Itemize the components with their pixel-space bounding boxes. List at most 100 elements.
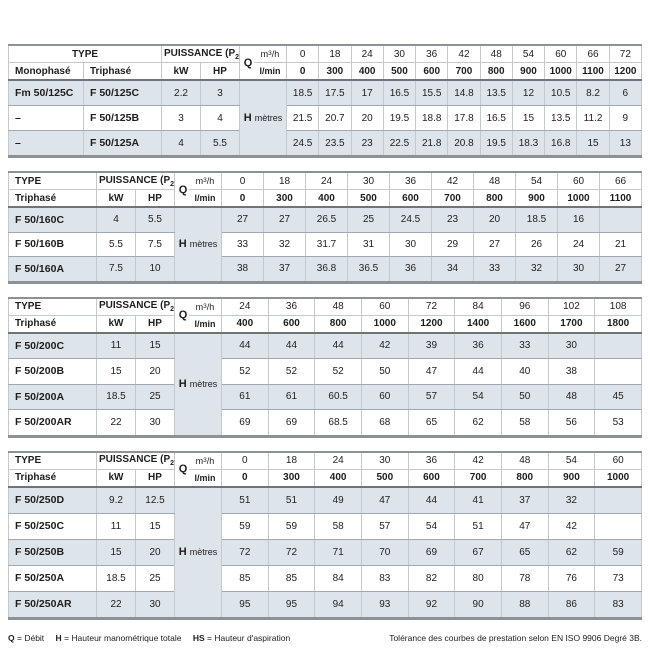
head-value-cell: 44 xyxy=(407,486,456,514)
head-value-cell: 41 xyxy=(454,486,502,514)
head-value-cell: 60.5 xyxy=(314,383,362,410)
head-value-cell: 13 xyxy=(608,130,643,157)
head-value-cell: 36.8 xyxy=(305,256,348,283)
flow-m3h-value: 36 xyxy=(389,171,432,190)
head-value-cell: 38 xyxy=(221,256,264,283)
head-value-cell: 94 xyxy=(314,590,362,619)
head-value-cell: 37 xyxy=(500,486,549,514)
head-value-cell: 20 xyxy=(473,206,516,233)
pump-model-cell: F 50/250C xyxy=(8,512,97,540)
flow-lmin-value: 800 xyxy=(473,189,516,208)
head-value-cell: 95 xyxy=(267,590,316,619)
flow-m3h-value: 0 xyxy=(221,451,269,470)
flow-m3h-value: 72 xyxy=(407,297,456,316)
h-symbol: H xyxy=(243,112,252,124)
hp-value: 25 xyxy=(135,383,175,410)
flow-lmin-value: 400 xyxy=(350,62,384,81)
head-value-cell: 10.5 xyxy=(544,79,578,106)
head-value-cell: 68.5 xyxy=(314,409,362,437)
flow-m3h-value: 36 xyxy=(407,451,456,470)
pump-row: F 50/160B 5.5 7.5 33 32 31.7 31 30 29 27 26 24 21 xyxy=(8,231,642,257)
flow-lmin-value: 900 xyxy=(511,62,546,81)
kw-value: 4 xyxy=(161,130,201,157)
head-value-cell: 20.7 xyxy=(318,105,352,131)
head-value-cell: 44 xyxy=(454,358,502,385)
pump-model-cell: – xyxy=(8,130,84,157)
flow-m3h-value: 66 xyxy=(576,44,610,63)
head-value-cell: 15.5 xyxy=(415,79,449,106)
flow-m3h-value: 30 xyxy=(347,171,390,190)
flow-m3h-value: 42 xyxy=(454,451,502,470)
head-value-cell: 24.5 xyxy=(285,130,320,157)
flow-lmin-value: 300 xyxy=(318,62,352,81)
head-value-cell: 60 xyxy=(360,383,409,410)
pump-row: F 50/250A 18.5 25 85 85 84 83 82 80 78 76 73 xyxy=(8,564,642,592)
type-header: TYPE xyxy=(8,451,97,470)
legend-item-h: H = Hauteur manométrique totale xyxy=(56,633,182,643)
monophase-header: Monophasé xyxy=(8,62,84,81)
flow-m3h-value: 48 xyxy=(473,171,516,190)
flow-m3h-value: 48 xyxy=(314,297,362,316)
kw-value: 9.2 xyxy=(96,486,136,514)
hp-value: 5.5 xyxy=(200,130,240,157)
head-value-cell: 53 xyxy=(594,409,642,437)
flow-units: m 3/h l/min xyxy=(189,173,221,205)
flow-lmin-value: 1000 xyxy=(544,62,578,81)
head-value-cell: 49 xyxy=(314,486,362,514)
head-value-cell: 93 xyxy=(360,590,409,619)
flow-m3h-value: 54 xyxy=(547,451,596,470)
h-symbol: H xyxy=(178,378,187,390)
puissance-header: PUISSANCE (P2) xyxy=(161,44,240,63)
flow-lmin-value: 600 xyxy=(407,468,456,488)
pump-model-cell: F 50/160B xyxy=(8,231,97,257)
q-label: Q xyxy=(243,56,253,69)
pump-model-cell: F 50/200AR xyxy=(8,409,97,437)
flow-m3h-value: 18 xyxy=(267,451,316,470)
hp-value: 25 xyxy=(135,564,175,592)
metres-label: mètres xyxy=(254,113,283,123)
head-value-cell: 31 xyxy=(347,231,390,257)
h-symbol: H xyxy=(178,546,187,558)
kw-value: 4 xyxy=(96,206,136,233)
lmin-label: l/min xyxy=(194,318,216,329)
flow-lmin-value: 1700 xyxy=(547,314,596,334)
head-value-cell: 61 xyxy=(221,383,269,410)
legend-text-hs: = Hauteur d'aspiration xyxy=(207,632,291,643)
head-value-cell: 20 xyxy=(350,105,384,131)
head-value-cell: 29 xyxy=(431,231,474,257)
flow-lmin-value: 1800 xyxy=(594,314,642,334)
pump-model-cell: F 50/250D xyxy=(8,486,97,514)
head-value-cell xyxy=(594,486,642,514)
puissance-header: PUISSANCE (P2) xyxy=(96,171,175,190)
kw-value: 22 xyxy=(96,409,136,437)
pump-model-cell: F 50/200A xyxy=(8,383,97,410)
head-value-cell: 33 xyxy=(221,231,264,257)
head-value-cell: 52 xyxy=(221,358,269,385)
hp-value: 20 xyxy=(135,358,175,385)
kw-header: kW xyxy=(96,189,136,208)
head-value-cell: 34 xyxy=(431,256,474,283)
head-value-cell: 85 xyxy=(267,564,316,592)
pump-row: F 50/250AR 22 30 95 95 94 93 92 90 88 86 83 xyxy=(8,590,642,619)
flow-lmin-value: 400 xyxy=(221,314,269,334)
head-value-cell: 15 xyxy=(511,105,546,131)
kw-value: 3 xyxy=(161,105,201,131)
flow-lmin-value: 400 xyxy=(314,468,362,488)
head-value-cell: 25 xyxy=(347,206,390,233)
head-value-cell: 21.5 xyxy=(285,105,320,131)
metres-label: mètres xyxy=(189,547,218,557)
flow-lmin-value: 600 xyxy=(389,189,432,208)
head-value-cell: 36 xyxy=(454,332,502,359)
legend: Q = Débit H = Hauteur manométrique total… xyxy=(8,633,299,643)
head-value-cell: 18.8 xyxy=(415,105,449,131)
hp-value: 10 xyxy=(135,256,175,283)
head-value-cell: 69 xyxy=(407,538,456,566)
head-value-cell: 18.5 xyxy=(285,79,320,106)
hp-value: 12.5 xyxy=(135,486,175,514)
